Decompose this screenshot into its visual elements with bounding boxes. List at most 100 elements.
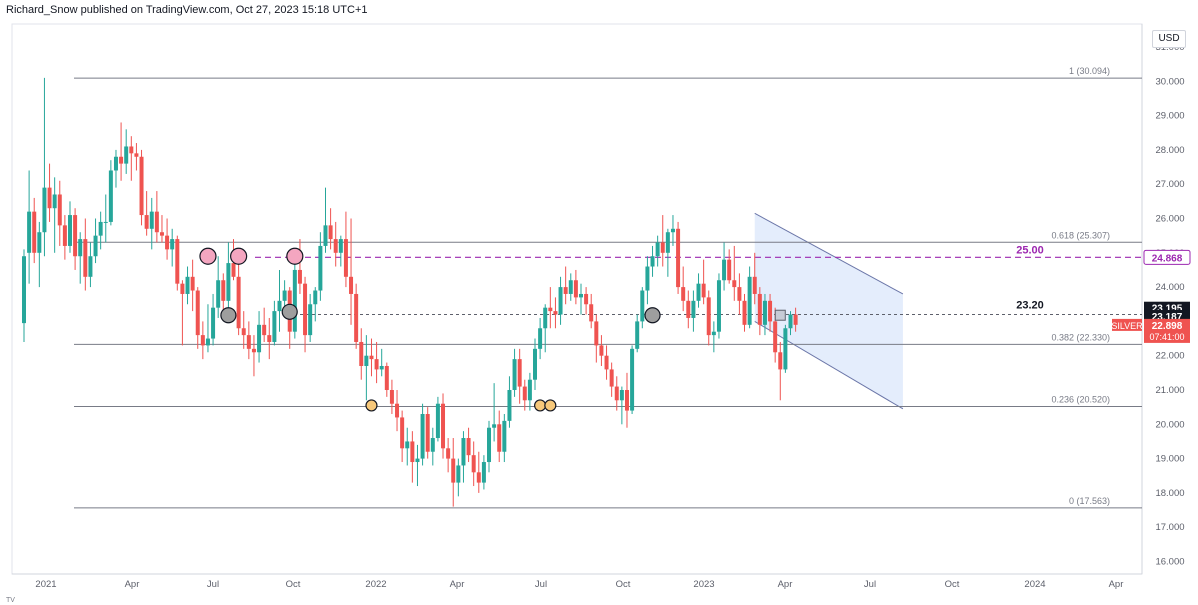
candle-body xyxy=(670,228,675,233)
last-price-value: 22.898 xyxy=(1152,321,1183,332)
price-tick-label: 17.000 xyxy=(1155,522,1184,533)
candle-body xyxy=(338,239,343,253)
candle-body xyxy=(343,239,348,277)
candle-body xyxy=(481,462,486,483)
level-25-label: 25.00 xyxy=(1016,244,1044,256)
candle-body xyxy=(185,276,190,294)
pivot-marker xyxy=(199,247,217,265)
candle-body xyxy=(124,146,129,164)
candle-body xyxy=(313,290,318,305)
candle-body xyxy=(139,156,144,216)
currency-button[interactable]: USD xyxy=(1152,30,1186,48)
time-tick-label: 2022 xyxy=(365,579,386,590)
candle-body xyxy=(262,324,267,336)
candle-body xyxy=(568,280,573,294)
candle-body xyxy=(711,331,716,336)
candle-body xyxy=(747,276,752,325)
candle-body xyxy=(297,269,302,284)
candle-body xyxy=(165,235,170,250)
fib-level-label: 1 (30.094) xyxy=(1069,66,1110,76)
candle-body xyxy=(42,187,47,233)
candle-body xyxy=(384,365,389,390)
last-price-badge xyxy=(1144,318,1190,343)
candle-body xyxy=(573,280,578,298)
candle-body xyxy=(415,458,420,463)
time-tick-label: Apr xyxy=(125,579,140,590)
candle-body xyxy=(507,390,512,421)
candle-body xyxy=(282,290,287,301)
candle-body xyxy=(154,211,159,233)
candle-body xyxy=(502,420,507,452)
candle-body xyxy=(205,338,210,346)
candle-body xyxy=(660,242,665,253)
candle-body xyxy=(369,355,374,360)
candle-body xyxy=(589,304,594,322)
candle-body xyxy=(389,390,394,404)
candle-body xyxy=(410,441,415,463)
candle-body xyxy=(241,328,246,336)
candle-body xyxy=(522,386,527,401)
candle-body xyxy=(650,256,655,267)
price-tick-label: 26.000 xyxy=(1155,214,1184,225)
candle-body xyxy=(119,156,124,164)
candle-body xyxy=(359,341,364,366)
candle-body xyxy=(257,324,262,353)
candle-body xyxy=(93,235,98,257)
pivot-marker xyxy=(544,399,557,412)
candle-body xyxy=(635,321,640,349)
candle-body xyxy=(267,335,272,342)
price-badge xyxy=(1143,249,1191,265)
candle-body xyxy=(706,297,711,336)
candle-body xyxy=(778,352,783,370)
candle-body xyxy=(533,348,537,380)
candle-body xyxy=(374,359,379,370)
candle-body xyxy=(231,263,236,277)
candle-body xyxy=(553,311,558,315)
candle-body xyxy=(175,239,180,284)
candle-body xyxy=(420,414,425,459)
candle-body xyxy=(37,232,42,253)
channel-square-marker xyxy=(774,309,786,321)
candle-body xyxy=(563,287,568,294)
descending-channel xyxy=(754,212,904,410)
candle-body xyxy=(548,307,553,312)
candle-body xyxy=(78,239,83,257)
candle-body xyxy=(466,438,471,456)
candle-body xyxy=(538,328,543,349)
candle-body xyxy=(236,276,241,329)
candle-body xyxy=(195,290,200,336)
pivot-marker xyxy=(365,399,378,412)
candle-body xyxy=(471,455,476,473)
candle-body xyxy=(251,348,256,353)
candle-body xyxy=(292,269,297,332)
candle-body xyxy=(246,335,251,349)
candle-body xyxy=(722,259,727,281)
bar-countdown: 07:41:00 xyxy=(1149,332,1184,342)
price-badge-label: 24.868 xyxy=(1152,253,1183,264)
pivot-markers xyxy=(199,247,786,412)
candle-body xyxy=(609,369,614,387)
price-badge-label: 23.195 xyxy=(1152,304,1183,315)
chart-attribution: Richard_Snow published on TradingView.co… xyxy=(6,4,368,16)
candle-body xyxy=(578,293,583,298)
candle-body xyxy=(395,403,400,418)
channel-fill xyxy=(754,213,903,409)
candle-body xyxy=(318,245,323,291)
price-tick-label: 29.000 xyxy=(1155,111,1184,122)
candle-body xyxy=(67,215,72,246)
fib-level-label: 0.236 (20.520) xyxy=(1051,394,1110,404)
candle-body xyxy=(303,283,308,336)
candle-body xyxy=(793,314,798,325)
candle-body xyxy=(512,359,517,390)
candle-body xyxy=(108,170,113,222)
candle-body xyxy=(737,287,742,301)
candle-body xyxy=(425,414,430,452)
horizontal-levels xyxy=(74,77,1142,509)
price-tick-label: 16.000 xyxy=(1155,557,1184,568)
time-axis: 2021 Apr Jul Oct 2022 Apr Jul Oct 2023 Apr Jul Oct 2… xyxy=(35,579,1123,590)
candle-body xyxy=(742,300,747,325)
candle-body xyxy=(430,438,435,452)
candle-body xyxy=(113,156,118,171)
candle-body xyxy=(487,427,492,463)
